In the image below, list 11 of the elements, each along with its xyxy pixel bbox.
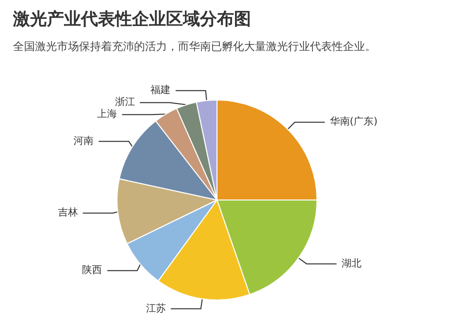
slice-label: 福建	[150, 84, 171, 96]
chart-title: 激光产业代表性企业区域分布图	[12, 10, 251, 30]
slice-label: 河南	[74, 134, 94, 147]
slice-label: 江苏	[146, 302, 166, 314]
chart-subtitle: 全国激光市场保持着充沛的活力，而华南已孵化大量激光行业代表性企业。	[13, 40, 376, 53]
slice-label: 吉林	[58, 206, 78, 219]
slice-label: 华南(广东)	[330, 116, 378, 128]
slice-label: 浙江	[114, 96, 135, 108]
slice-label: 湖北	[342, 257, 362, 270]
slice-label: 陕西	[82, 264, 102, 276]
slice-label: 上海	[97, 108, 118, 120]
